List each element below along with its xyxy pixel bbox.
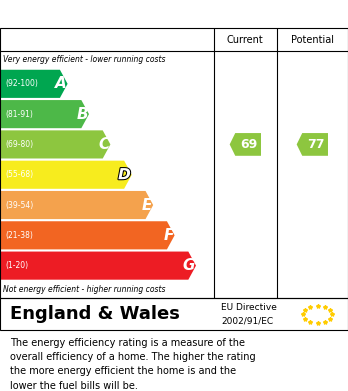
Text: (39-54): (39-54) [5,201,33,210]
Text: (92-100): (92-100) [5,79,38,88]
Text: (21-38): (21-38) [5,231,33,240]
Polygon shape [0,100,89,128]
Polygon shape [0,70,68,98]
Text: (55-68): (55-68) [5,170,33,179]
Text: E: E [142,197,152,213]
Text: 69: 69 [240,138,258,151]
Text: Not energy efficient - higher running costs: Not energy efficient - higher running co… [3,285,166,294]
Text: The energy efficiency rating is a measure of the
overall efficiency of a home. T: The energy efficiency rating is a measur… [10,338,256,391]
Text: England & Wales: England & Wales [10,305,180,323]
Text: Current: Current [227,35,264,45]
Text: (81-91): (81-91) [5,109,33,118]
Polygon shape [230,133,261,156]
Polygon shape [0,161,132,189]
Text: Potential: Potential [291,35,334,45]
Text: B: B [76,107,88,122]
Polygon shape [0,130,110,158]
Text: C: C [98,137,109,152]
Text: EU Directive
2002/91/EC: EU Directive 2002/91/EC [221,303,277,325]
Text: F: F [163,228,174,243]
Text: D: D [118,167,131,182]
Text: Very energy efficient - lower running costs: Very energy efficient - lower running co… [3,56,166,65]
Polygon shape [0,251,196,280]
Text: (69-80): (69-80) [5,140,33,149]
Text: G: G [182,258,195,273]
Text: A: A [55,76,66,91]
Text: 77: 77 [307,138,325,151]
Polygon shape [296,133,328,156]
Polygon shape [0,221,175,249]
Text: Energy Efficiency Rating: Energy Efficiency Rating [10,5,239,23]
Polygon shape [0,191,153,219]
Text: (1-20): (1-20) [5,261,28,270]
